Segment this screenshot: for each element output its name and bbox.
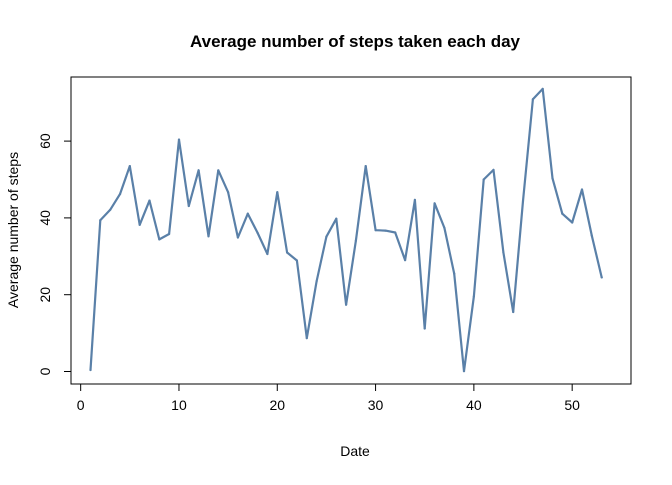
data-point xyxy=(109,208,112,211)
data-point xyxy=(207,235,210,238)
data-point xyxy=(502,251,505,254)
data-point xyxy=(99,219,102,222)
data-point xyxy=(453,272,456,275)
data-point xyxy=(138,223,141,226)
data-point xyxy=(168,232,171,236)
chart-title: Average number of steps taken each day xyxy=(190,32,521,51)
data-point xyxy=(236,236,239,239)
data-point xyxy=(315,280,318,283)
data-point xyxy=(531,98,535,101)
data-point xyxy=(404,259,407,262)
data-point xyxy=(227,191,230,194)
data-point xyxy=(256,231,259,234)
data-point xyxy=(148,199,151,202)
x-tick-label: 0 xyxy=(77,397,85,413)
data-point xyxy=(128,165,131,168)
data-point xyxy=(364,165,367,168)
x-tick-label: 20 xyxy=(269,397,285,413)
data-point xyxy=(590,234,593,237)
y-tick-label: 40 xyxy=(37,210,53,226)
series-layer xyxy=(89,87,603,373)
y-tick-label: 60 xyxy=(37,133,53,149)
data-point xyxy=(246,212,249,215)
data-point xyxy=(423,327,426,330)
data-point xyxy=(266,252,269,256)
series-line xyxy=(89,87,603,373)
x-tick-label: 30 xyxy=(368,397,384,413)
data-point xyxy=(512,310,515,314)
data-point xyxy=(89,368,92,372)
data-point xyxy=(354,239,357,242)
data-point xyxy=(541,87,544,90)
data-point xyxy=(325,235,328,238)
data-point xyxy=(286,251,289,254)
data-point xyxy=(217,169,220,172)
data-point xyxy=(600,276,603,279)
y-tick-label: 20 xyxy=(37,287,53,303)
y-axis: 0 20 40 60 xyxy=(37,133,72,375)
x-tick-label: 50 xyxy=(564,397,580,413)
data-point xyxy=(472,295,475,298)
data-point xyxy=(335,217,338,220)
data-point xyxy=(551,177,554,180)
data-point xyxy=(276,191,279,194)
data-point xyxy=(158,238,161,241)
data-point xyxy=(197,169,200,172)
data-point xyxy=(345,303,348,306)
data-point xyxy=(433,202,436,205)
data-point xyxy=(295,259,298,262)
data-point xyxy=(118,193,122,196)
data-point xyxy=(482,178,485,181)
x-axis: 0 10 20 30 40 50 xyxy=(77,383,580,413)
data-point xyxy=(177,138,181,141)
data-point xyxy=(571,221,574,224)
y-tick-label: 0 xyxy=(37,367,53,375)
series-points xyxy=(89,87,603,373)
y-axis-label: Average number of steps xyxy=(5,152,21,308)
data-point xyxy=(492,168,495,171)
data-point xyxy=(305,337,308,340)
data-point xyxy=(443,226,446,229)
data-point xyxy=(462,370,466,373)
data-point xyxy=(413,198,416,201)
x-axis-label: Date xyxy=(340,443,370,459)
data-point xyxy=(187,204,190,208)
x-tick-label: 10 xyxy=(171,397,187,413)
data-point xyxy=(384,229,387,232)
x-tick-label: 40 xyxy=(466,397,482,413)
data-point xyxy=(521,199,525,203)
data-point xyxy=(580,188,584,191)
data-point xyxy=(394,231,397,234)
data-point xyxy=(561,212,564,215)
data-point xyxy=(374,229,377,232)
